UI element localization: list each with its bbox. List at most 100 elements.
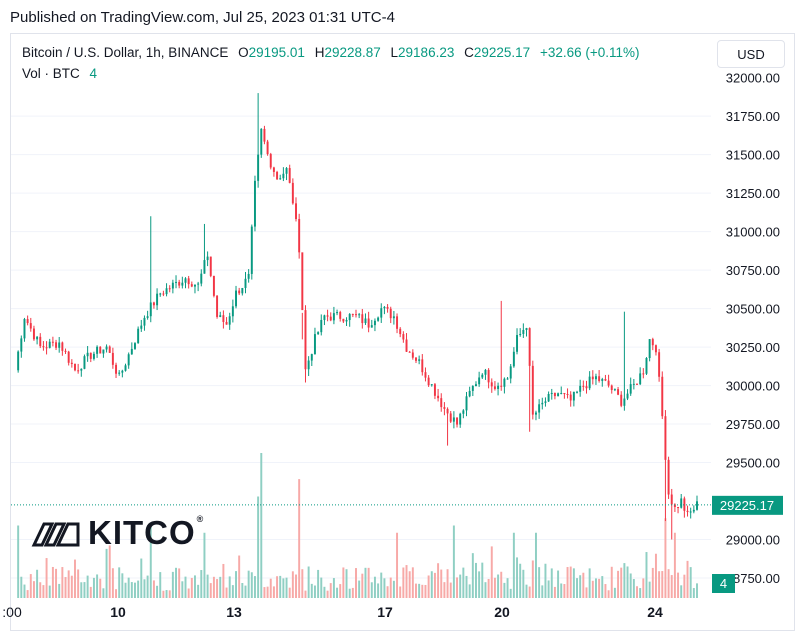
volume-bar [557, 570, 560, 598]
volume-bar [257, 496, 260, 598]
candle-body [23, 319, 26, 339]
candle-body [654, 345, 657, 353]
volume-bar [162, 590, 165, 598]
y-tick-label: 29750.00 [726, 417, 780, 432]
volume-bar [348, 588, 351, 598]
volume-bar [572, 568, 575, 598]
volume-bar [269, 578, 272, 598]
volume-bar [683, 574, 686, 598]
candle-body [531, 365, 534, 415]
volume-bar [206, 574, 209, 598]
volume-bar [519, 563, 522, 598]
volume-bar [642, 578, 645, 598]
candle-body [295, 203, 297, 220]
candle-body [304, 310, 307, 370]
candle-body [152, 302, 155, 306]
candle-body [670, 494, 673, 505]
y-tick-label: 30750.00 [726, 263, 780, 278]
volume-bar [339, 584, 342, 598]
volume-bar [263, 587, 266, 598]
volume-bar [231, 585, 234, 598]
volume-bar [449, 582, 452, 598]
volume-bar [80, 582, 83, 598]
volume-bar [345, 569, 348, 598]
volume-bar [26, 590, 29, 598]
candle-body [604, 379, 607, 381]
candle-body [212, 275, 215, 296]
candle-body [563, 393, 566, 395]
volume-bar [544, 563, 547, 598]
volume-bar [250, 572, 253, 598]
volume-bar [598, 578, 601, 598]
volume-bar [272, 586, 275, 598]
candle-body [130, 348, 133, 355]
volume-bar [140, 558, 143, 598]
volume-bar [654, 553, 657, 598]
currency-button[interactable]: USD [717, 40, 785, 68]
candle-body [465, 396, 468, 411]
candle-body [433, 384, 436, 396]
candle-body [190, 284, 193, 287]
candle-body [171, 282, 174, 289]
candle-body [313, 334, 316, 355]
candle-body [456, 417, 459, 425]
volume-bar [503, 582, 506, 598]
candle-body [320, 319, 323, 333]
candle-body [452, 417, 455, 422]
candle-body [642, 373, 645, 375]
volume-bars [17, 453, 698, 598]
volume-bar [74, 559, 76, 598]
volume-bar [424, 584, 427, 598]
candle-body [326, 315, 329, 317]
volume-bar [361, 573, 364, 598]
price-markers: 29225.17 4 [11, 495, 783, 593]
candle-body [118, 372, 121, 374]
candle-body [500, 385, 503, 387]
candle-body [39, 336, 42, 347]
candle-body [351, 314, 354, 316]
candle-body [516, 335, 519, 352]
x-tick-label: 10 [110, 604, 126, 620]
volume-bar [247, 570, 250, 598]
candle-body [216, 295, 219, 317]
volume-bar [364, 567, 367, 598]
candle-body [159, 293, 162, 295]
volume-bar [465, 575, 468, 598]
volume-value: 4 [89, 66, 98, 81]
candle-body [557, 393, 560, 397]
volume-bar [367, 567, 370, 598]
candle-body [127, 354, 130, 366]
volume-bar [329, 583, 332, 598]
candle-body [162, 293, 165, 295]
volume-bar [415, 583, 417, 598]
candle-body [181, 282, 184, 286]
candle-body [493, 386, 496, 389]
volume-bar [222, 563, 225, 598]
symbol-label[interactable]: Bitcoin / U.S. Dollar, 1h, BINANCE [22, 45, 229, 60]
volume-bar [392, 580, 395, 598]
candle-body [48, 341, 51, 348]
volume-bar [320, 577, 323, 598]
price-axis: 31750.00 31500.00 31250.00 31000.00 30750.00… [726, 71, 780, 586]
candle-body [629, 384, 632, 394]
candle-body [664, 416, 667, 460]
candle-body [269, 154, 272, 168]
volume-bar [456, 577, 459, 598]
candle-body [430, 384, 433, 386]
candle-body [86, 352, 89, 357]
candle-body [506, 378, 509, 380]
volume-bar [487, 578, 490, 598]
candle-body [553, 392, 556, 397]
candle-body [613, 389, 616, 391]
volume-bar [323, 586, 326, 598]
volume-bar [307, 566, 310, 598]
candle-body [680, 498, 683, 508]
volume-bar [266, 586, 269, 598]
volume-bar [396, 532, 399, 598]
candle-body [639, 373, 642, 385]
candle-body [348, 314, 351, 321]
volume-bar [550, 568, 553, 598]
volume-bar [525, 584, 528, 598]
volume-bar [279, 575, 282, 598]
